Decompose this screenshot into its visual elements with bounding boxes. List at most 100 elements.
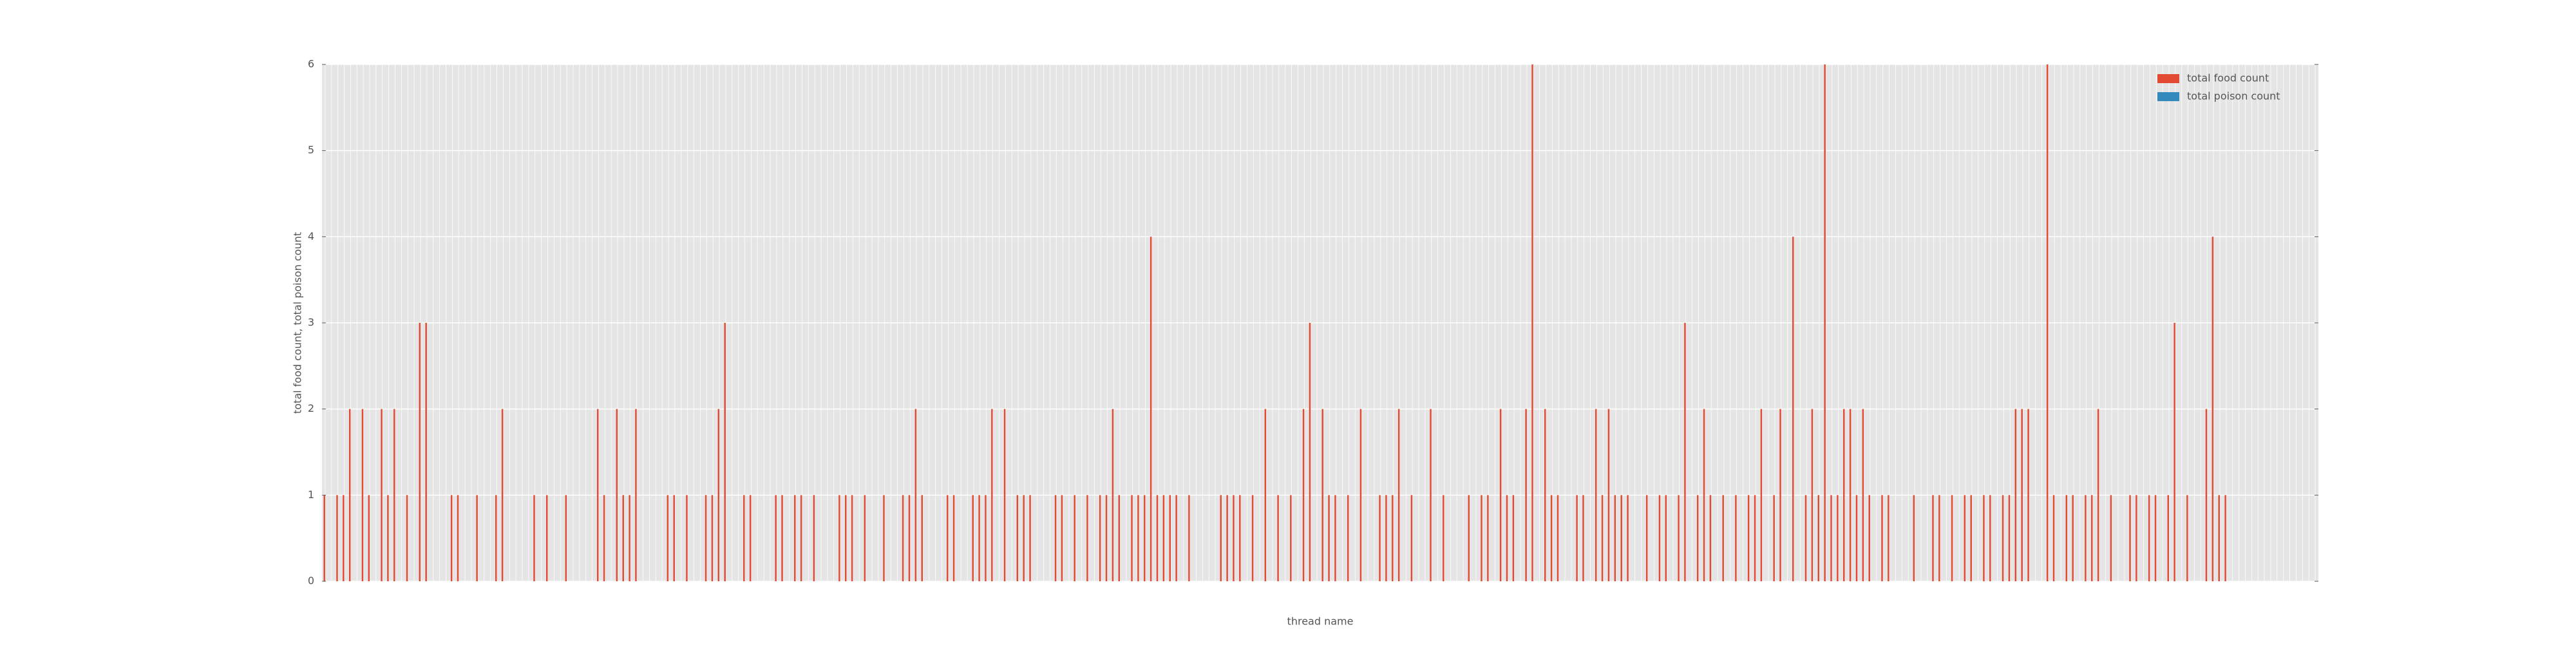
bar: [1220, 495, 1222, 581]
bar: [2174, 323, 2175, 581]
bar: [406, 495, 408, 581]
bar: [2186, 495, 2188, 581]
bar: [348, 409, 351, 581]
bar: [1150, 237, 1152, 581]
bar: [1487, 495, 1489, 581]
bar: [1506, 495, 1508, 581]
bar: [1531, 64, 1533, 581]
bar: [419, 323, 421, 581]
legend-label: total poison count: [2187, 90, 2280, 102]
bar: [2154, 495, 2157, 581]
bar: [1112, 409, 1114, 581]
bar: [1811, 409, 1814, 581]
y-tick-label: 4: [308, 230, 314, 242]
bar: [1576, 495, 1578, 581]
bar: [1302, 409, 1305, 581]
bar: [1099, 495, 1101, 581]
bar: [667, 495, 669, 581]
bar: [1760, 409, 1763, 581]
bar: [1938, 495, 1940, 581]
bar: [902, 495, 904, 581]
bar: [1430, 409, 1432, 581]
bar: [1144, 495, 1146, 581]
bar: [1779, 409, 1781, 581]
bar: [1773, 495, 1775, 581]
legend-swatch: [2157, 74, 2179, 83]
bar: [1843, 409, 1845, 581]
bar: [1392, 495, 1394, 581]
bar: [775, 495, 777, 581]
bar: [2148, 495, 2150, 581]
bar: [1595, 409, 1597, 581]
bar: [2027, 409, 2029, 581]
bar: [1023, 495, 1025, 581]
bar: [1239, 495, 1241, 581]
bar: [2129, 495, 2131, 581]
bar: [1137, 495, 1139, 581]
bar: [1614, 495, 1616, 581]
bar: [1582, 495, 1584, 581]
bar: [1607, 409, 1610, 581]
bar: [2211, 237, 2214, 581]
bar: [1251, 495, 1254, 581]
bar: [1525, 409, 1527, 581]
bar: [1964, 495, 1966, 581]
bar: [343, 495, 345, 581]
bar: [1347, 495, 1349, 581]
bar: [1913, 495, 1915, 581]
bar: [1550, 495, 1553, 581]
bar: [1086, 495, 1088, 581]
bar: [501, 409, 504, 581]
bar: [1481, 495, 1482, 581]
bar: [596, 409, 599, 581]
bar: [1862, 409, 1864, 581]
bar: [724, 323, 726, 581]
bar: [1868, 495, 1870, 581]
x-axis-label: thread name: [1287, 615, 1354, 628]
bar: [851, 495, 853, 581]
bar: [2014, 409, 2017, 581]
bar: [1397, 409, 1400, 581]
bar: [1620, 495, 1622, 581]
bar: [2167, 495, 2169, 581]
bar: [2224, 495, 2226, 581]
bar: [1105, 495, 1108, 581]
bar: [794, 495, 796, 581]
bar: [603, 495, 605, 581]
bar: [1817, 495, 1819, 581]
bar: [1309, 323, 1311, 581]
bar: [495, 495, 497, 581]
bar: [2008, 495, 2011, 581]
bar: [336, 495, 338, 581]
bar: [1665, 495, 1667, 581]
bar: [1754, 495, 1756, 581]
bar: [838, 495, 840, 581]
legend-swatch: [2157, 92, 2179, 101]
bar: [952, 495, 955, 581]
bar: [1735, 495, 1737, 581]
bar: [1290, 495, 1292, 581]
bar: [2021, 409, 2023, 581]
bar: [1118, 495, 1121, 581]
bar: [985, 495, 987, 581]
bar: [1703, 409, 1705, 581]
bar: [1054, 495, 1057, 581]
y-axis-label: total food count, total poison count: [292, 232, 304, 414]
bar: [1359, 409, 1362, 581]
bar: [450, 495, 453, 581]
bar: [908, 495, 911, 581]
bar: [1074, 495, 1075, 581]
bar: [1837, 495, 1839, 581]
bar: [673, 495, 675, 581]
bar: [2052, 495, 2055, 581]
bar: [616, 409, 618, 581]
bar: [323, 495, 325, 581]
y-tick-label: 6: [308, 58, 314, 70]
bar: [1855, 495, 1858, 581]
bar: [1627, 495, 1629, 581]
bar: [1696, 495, 1699, 581]
bar: [1989, 495, 1991, 581]
bar: [1849, 409, 1852, 581]
bar: [2136, 495, 2137, 581]
bar: [629, 495, 630, 581]
